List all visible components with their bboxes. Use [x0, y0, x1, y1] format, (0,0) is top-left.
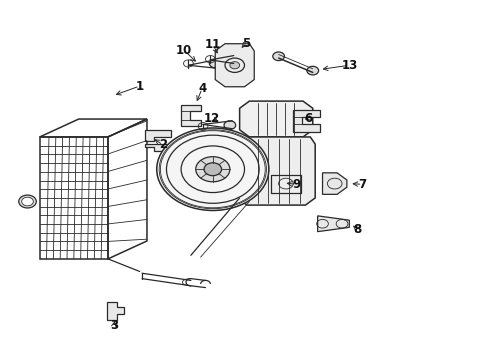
Circle shape [306, 66, 318, 75]
Text: 6: 6 [304, 112, 312, 125]
Circle shape [203, 163, 221, 176]
Polygon shape [215, 44, 254, 87]
Text: 3: 3 [109, 319, 118, 332]
Text: 9: 9 [292, 178, 300, 191]
Circle shape [229, 62, 239, 69]
Text: 10: 10 [176, 44, 192, 57]
Text: 8: 8 [353, 223, 361, 236]
Circle shape [19, 195, 36, 208]
Text: 4: 4 [198, 82, 206, 95]
Circle shape [209, 59, 221, 68]
Circle shape [227, 55, 239, 63]
Text: 2: 2 [159, 138, 167, 151]
Text: 7: 7 [358, 178, 366, 191]
Circle shape [157, 128, 268, 211]
Polygon shape [107, 302, 124, 320]
Circle shape [272, 52, 284, 60]
Circle shape [224, 121, 235, 130]
Polygon shape [317, 216, 348, 231]
Polygon shape [181, 105, 200, 126]
Polygon shape [239, 101, 312, 137]
Text: 5: 5 [242, 36, 249, 50]
Polygon shape [322, 173, 346, 194]
Circle shape [21, 197, 33, 206]
Text: 11: 11 [204, 38, 221, 51]
Polygon shape [144, 144, 171, 150]
Text: 1: 1 [135, 80, 143, 93]
Polygon shape [237, 137, 315, 205]
Polygon shape [293, 110, 320, 132]
Text: 13: 13 [341, 59, 357, 72]
Polygon shape [144, 130, 171, 140]
Text: 12: 12 [203, 112, 219, 125]
Circle shape [195, 157, 229, 182]
